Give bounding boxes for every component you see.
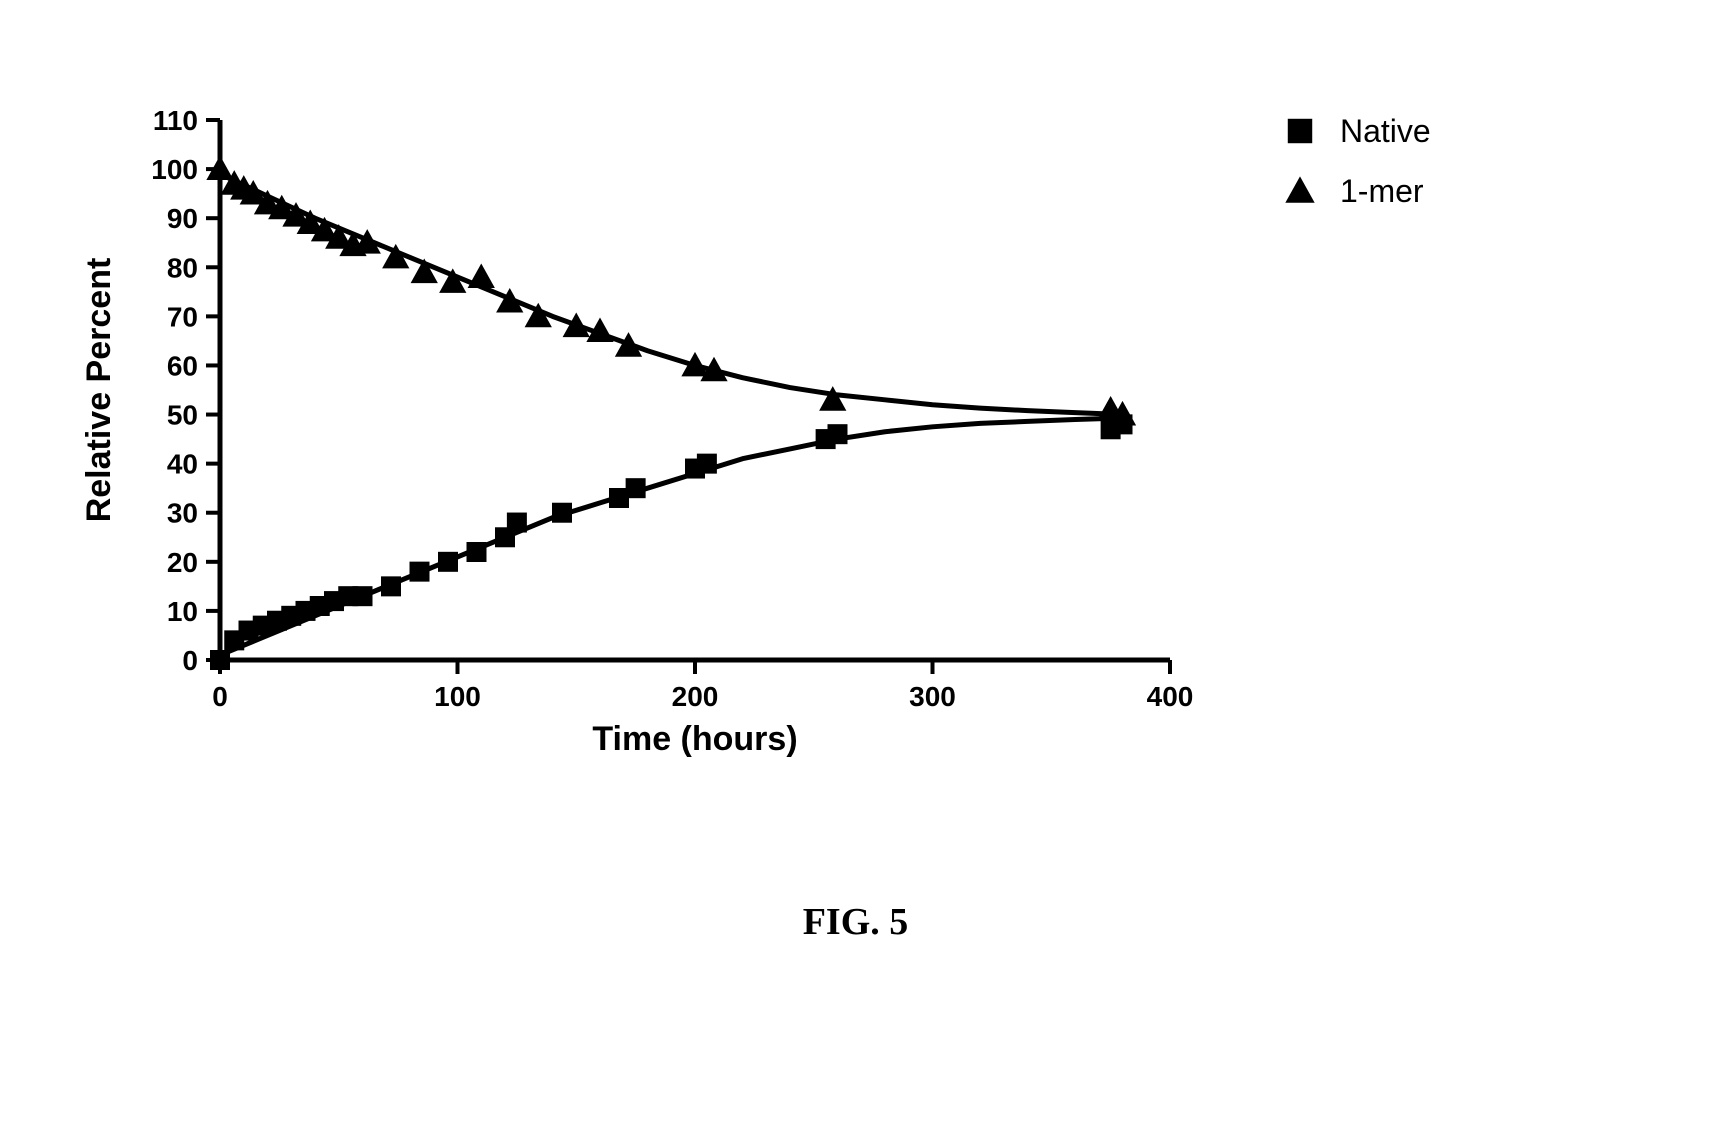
x-tick-label: 0	[212, 681, 228, 712]
legend-mer1-label: 1-mer	[1340, 173, 1424, 209]
y-tick-label: 80	[167, 252, 198, 283]
x-axis-label: Time (hours)	[592, 720, 797, 758]
y-tick-label: 0	[182, 645, 198, 676]
figure-caption: FIG. 5	[0, 900, 1711, 944]
x-tick-label: 200	[672, 681, 719, 712]
native-point	[507, 513, 527, 533]
mer1-point	[615, 332, 642, 357]
mer1-fit-line	[220, 174, 1123, 415]
native-point	[438, 552, 458, 572]
y-tick-label: 40	[167, 449, 198, 480]
mer1-point	[411, 259, 438, 284]
legend-native-label: Native	[1340, 113, 1431, 149]
x-tick-label: 400	[1147, 681, 1194, 712]
mer1-point	[468, 263, 495, 288]
y-tick-label: 90	[167, 203, 198, 234]
x-tick-label: 300	[909, 681, 956, 712]
native-fit-line	[220, 418, 1123, 655]
native-point	[552, 503, 572, 523]
y-tick-label: 10	[167, 596, 198, 627]
chart-svg: 0 100 200 300 400 0 10 20 30 40 50 60 70 80 90 100 110 Ti…	[0, 0, 1711, 1000]
native-point	[210, 650, 230, 670]
legend-mer1-marker	[1285, 176, 1314, 202]
mer1-point	[563, 313, 590, 338]
native-point	[353, 586, 373, 606]
y-tick-label: 20	[167, 547, 198, 578]
y-tick-label: 110	[153, 105, 198, 136]
native-point	[828, 424, 848, 444]
y-axis-label: Relative Percent	[80, 258, 118, 523]
x-tick-label: 100	[434, 681, 481, 712]
native-point	[467, 542, 487, 562]
native-point	[410, 562, 430, 582]
mer1-point	[819, 386, 846, 411]
figure-container: 0 100 200 300 400 0 10 20 30 40 50 60 70 80 90 100 110 Ti…	[0, 0, 1711, 1140]
native-point	[381, 576, 401, 596]
native-point	[697, 454, 717, 474]
y-tick-label: 70	[167, 301, 198, 332]
y-tick-label: 50	[167, 400, 198, 431]
legend-native-marker	[1288, 119, 1312, 143]
y-tick-label: 30	[167, 498, 198, 529]
native-point	[626, 478, 646, 498]
y-tick-label: 60	[167, 350, 198, 381]
y-tick-label: 100	[151, 154, 198, 185]
